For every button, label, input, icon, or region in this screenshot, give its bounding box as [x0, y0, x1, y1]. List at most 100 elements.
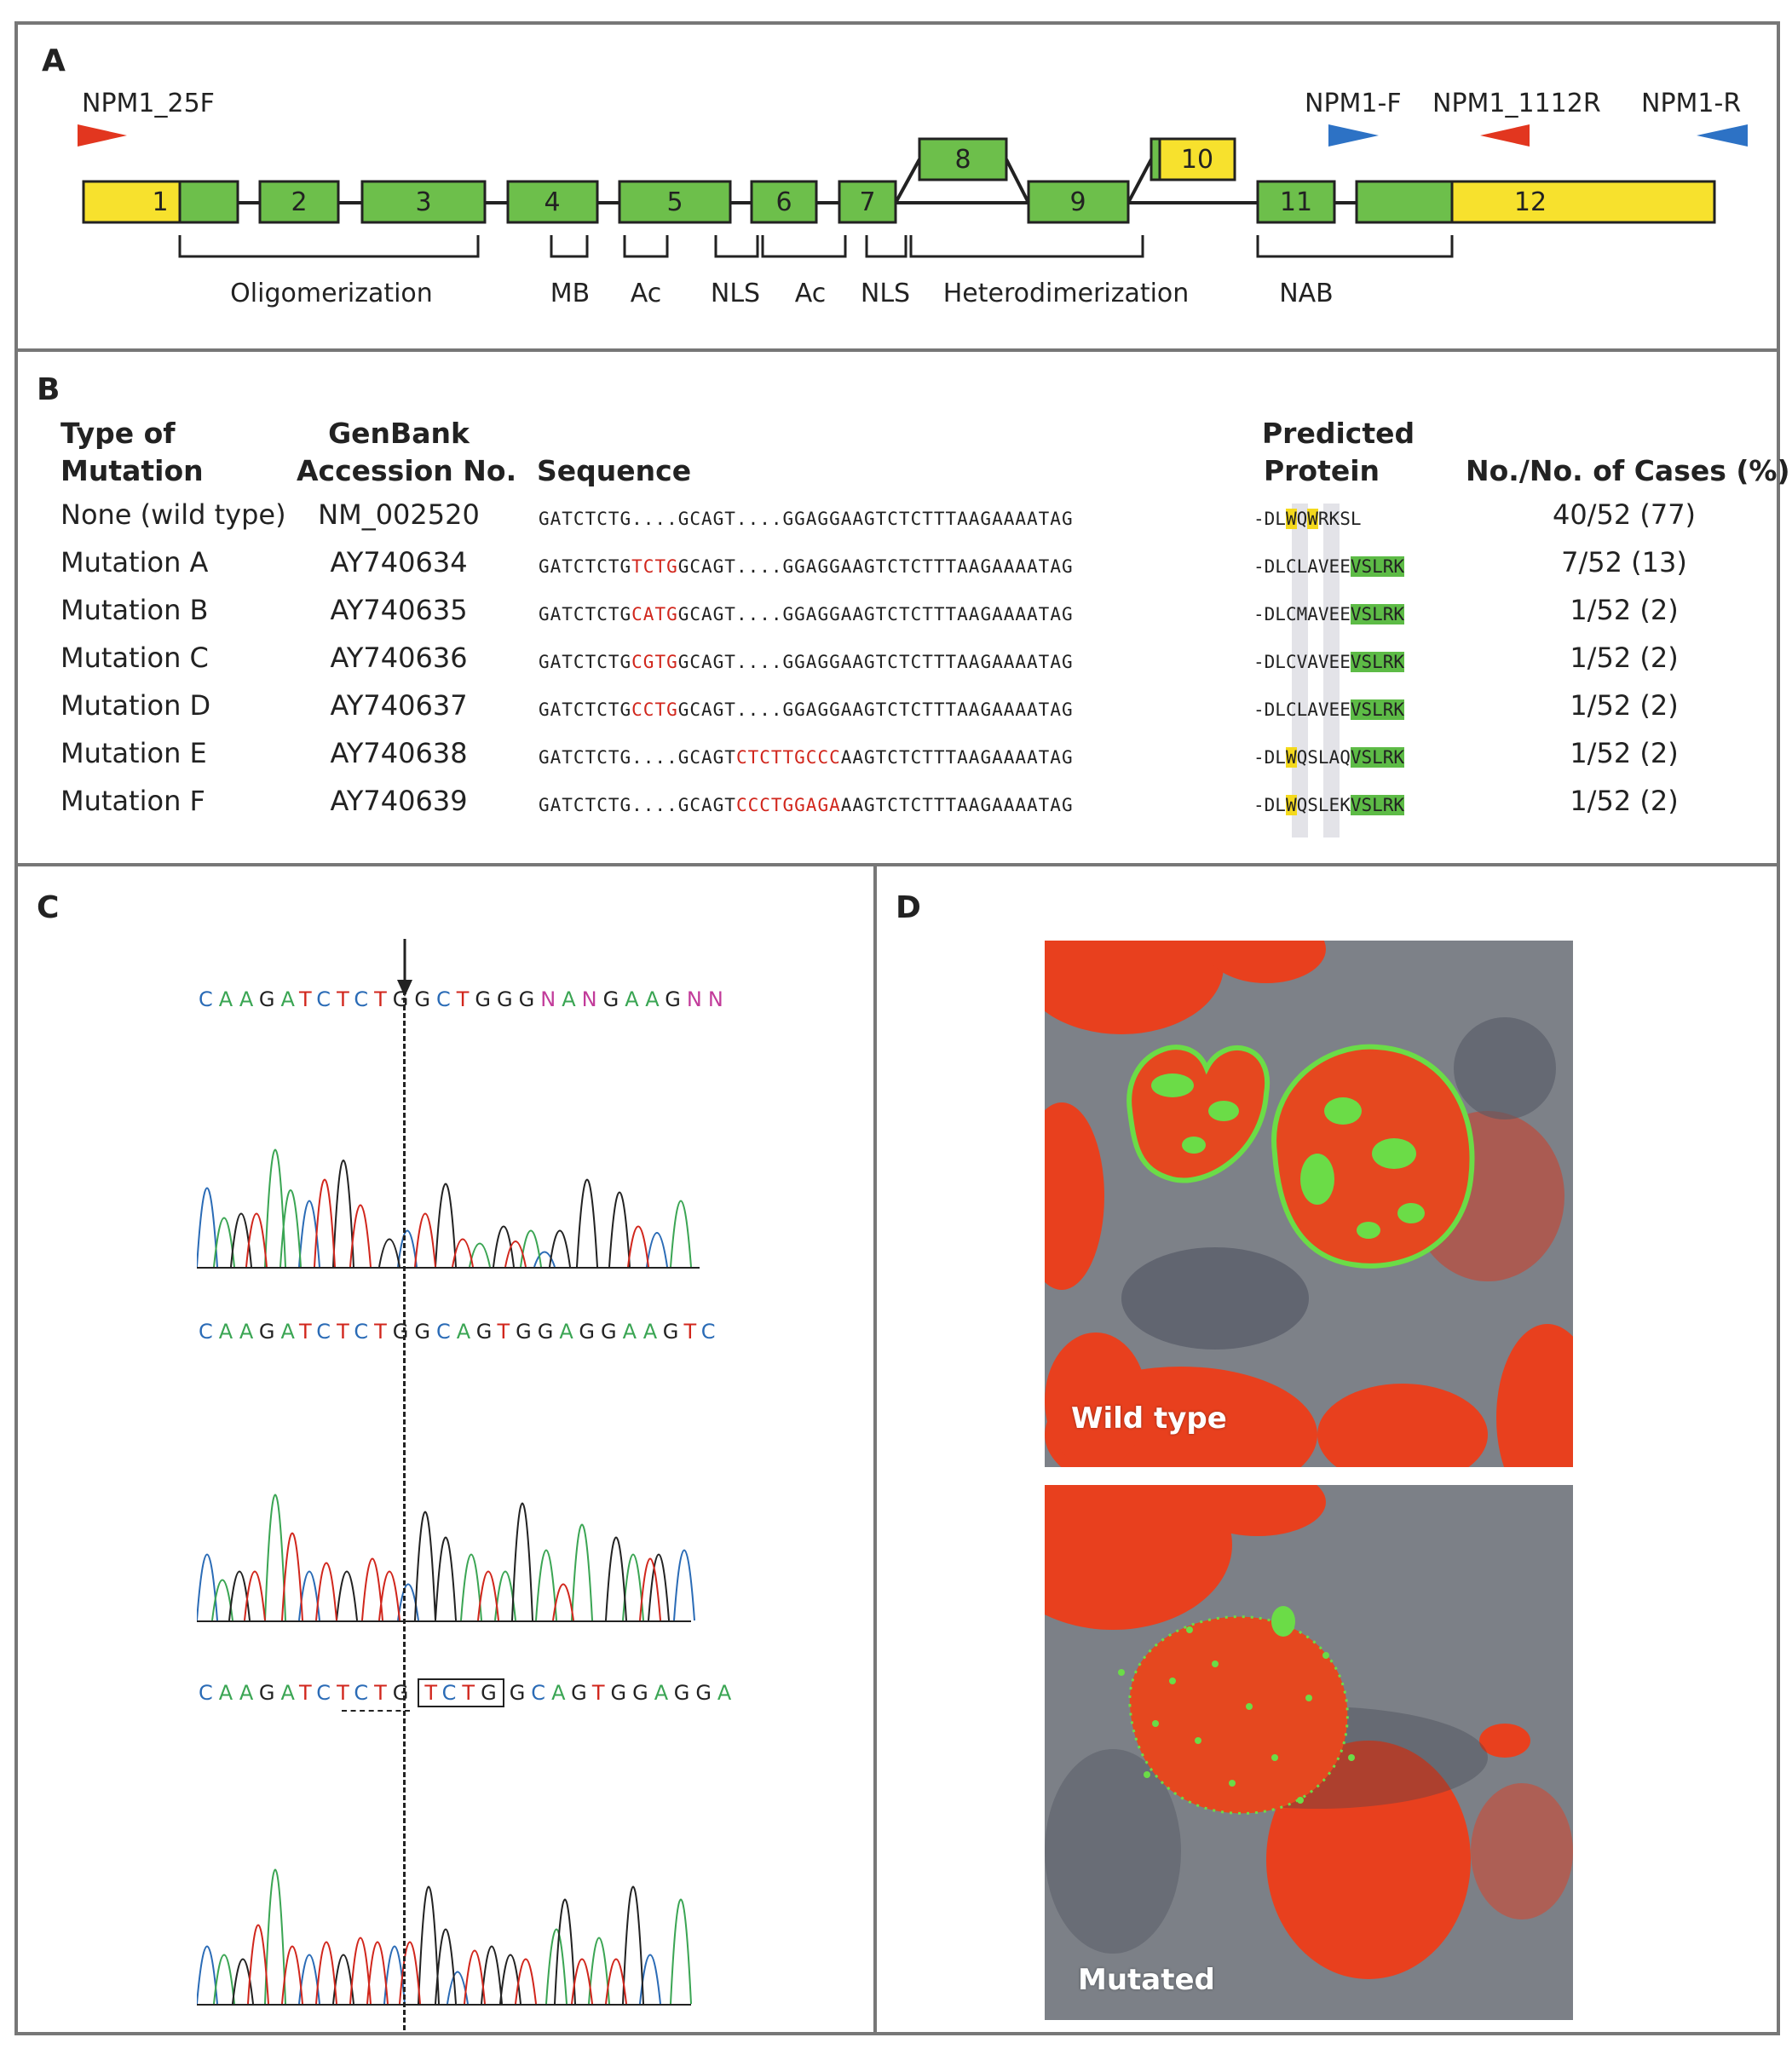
prot-prefix: -DL [1253, 556, 1286, 577]
base-call: G [610, 1681, 633, 1705]
base-call: A [456, 1320, 476, 1344]
domain-label-oligomerization: Oligomerization [230, 279, 433, 308]
header-genbank-line2: Accession No. [297, 454, 517, 487]
sequence: GATCTCTGCATGGCAGT....GGAGGAAGTCTCTTTAAGA… [539, 604, 1074, 624]
predicted-protein: -DLWQWRKSL [1253, 509, 1361, 529]
mutated-cells-illustration [1045, 1485, 1573, 2020]
header-genbank: GenBank Accession No. [297, 415, 517, 490]
base-call: A [239, 987, 259, 1011]
prot-residue: C [1285, 699, 1297, 720]
caption-wild-type: Wild type [1071, 1401, 1227, 1436]
prot-nes-highlight: VSLRK [1350, 652, 1405, 672]
prot-prefix: -DL [1253, 604, 1286, 624]
base-call: A [280, 1681, 300, 1705]
domain-label-ac-1: Ac [631, 279, 662, 308]
base-call: G [258, 1320, 281, 1344]
header-type-line1: Type of [61, 417, 176, 450]
panel-d-label: D [896, 890, 921, 925]
seq-insertion: CCTG [631, 699, 678, 720]
seq-post: GCAGT....GGAGGAAGTCTCTTTAAGAAAATAG [677, 604, 1074, 624]
accession-no: AY740635 [330, 594, 468, 626]
exon-number-6: 6 [775, 187, 792, 217]
table-row: Mutation E AY740638 GATCTCTG....GCAGTCTC… [18, 734, 1777, 776]
base-call: A [642, 1320, 663, 1344]
trace-1-bases: CAAGATCTCTGGCTGGGNANGAAGNN [199, 987, 729, 1011]
prot-tail: EE [1328, 652, 1351, 672]
prot-residue: L [1317, 747, 1329, 768]
base-call: A [562, 987, 582, 1011]
base-call: G [601, 1320, 623, 1344]
base-call: G [673, 1681, 696, 1705]
mutation-type: Mutation D [61, 689, 211, 722]
exon-number-1: 1 [152, 187, 168, 217]
prot-residue: V [1317, 699, 1329, 720]
sequence: GATCTCTGCGTGGCAGT....GGAGGAAGTCTCTTTAAGA… [539, 652, 1074, 672]
prot-residue-highlight: W [1285, 747, 1297, 768]
mutation-site-dashed-line [403, 982, 406, 2030]
base-call: T [591, 1681, 611, 1705]
base-call: C [316, 987, 337, 1011]
table-row: Mutation A AY740634 GATCTCTGTCTGGCAGT...… [18, 543, 1777, 585]
base-call: C [316, 1681, 337, 1705]
base-call: G [662, 1320, 684, 1344]
exon-number-2: 2 [291, 187, 307, 217]
base-call: A [280, 987, 300, 1011]
exon-5 [618, 180, 732, 224]
base-call: A [239, 1681, 259, 1705]
base-call: G [537, 1320, 560, 1344]
prot-tail: EE [1328, 604, 1351, 624]
accession-no: AY740637 [330, 689, 468, 722]
exon-12-coding [1355, 180, 1454, 224]
exon-2 [258, 180, 340, 224]
prot-tail: RKSL [1317, 509, 1362, 529]
accession-no: AY740634 [330, 546, 468, 578]
primer-arrow-npm1-r [1697, 124, 1748, 147]
prot-prefix: -DL [1253, 509, 1286, 529]
exon-number-11: 11 [1280, 187, 1312, 217]
micrograph-mutated [1045, 1485, 1573, 2020]
seq-insertion: CCCTGGAGA [735, 795, 841, 815]
trace-3-bases-box: TCTG [424, 1681, 502, 1705]
header-sequence: Sequence [537, 454, 692, 487]
base-call: C [199, 987, 219, 1011]
base-call: G [602, 987, 625, 1011]
panel-b: B Type of Mutation GenBank Accession No.… [14, 348, 1790, 866]
panel-c: C CAAGATCTCTGGCTGGGNANGAAGNN CAAGATCTCTG… [14, 863, 877, 2035]
base-call: C [435, 1320, 457, 1344]
base-call: G [509, 1681, 532, 1705]
base-call: A [654, 1681, 674, 1705]
primer-label-npm1-f: NPM1-F [1305, 89, 1402, 118]
primer-label-npm1-25f: NPM1_25F [82, 89, 215, 118]
exon-number-4: 4 [544, 187, 560, 217]
base-call: C [199, 1681, 219, 1705]
base-call: C [531, 1681, 552, 1705]
header-genbank-line1: GenBank [328, 417, 470, 450]
base-call: C [354, 987, 375, 1011]
base-call: T [374, 987, 393, 1011]
domain-label-heterodimerization: Heterodimerization [943, 279, 1190, 308]
exon-1-utr [82, 180, 182, 224]
insertion-box: TCTG [418, 1678, 504, 1707]
case-count: 40/52 (77) [1552, 498, 1697, 531]
prot-nes-highlight: VSLRK [1350, 556, 1405, 577]
domain-label-ac-2: Ac [795, 279, 827, 308]
mutation-type: Mutation B [61, 594, 209, 626]
case-count: 1/52 (2) [1570, 594, 1679, 626]
table-row: Mutation D AY740637 GATCTCTGCCTGGCAGT...… [18, 686, 1777, 728]
base-call: T [337, 987, 354, 1011]
predicted-protein: -DLCMAVEEVSLRK [1253, 604, 1405, 624]
seq-post: GCAGT....GGAGGAAGTCTCTTTAAGAAAATAG [677, 556, 1074, 577]
base-call: G [665, 987, 687, 1011]
seq-pre: GATCTCTG....GCAGT [539, 747, 736, 768]
trace-3-underlines [342, 1710, 410, 1712]
base-call: A [622, 1320, 643, 1344]
base-call: A [218, 1681, 239, 1705]
base-call: A [551, 1681, 572, 1705]
accession-no: AY740639 [330, 785, 468, 817]
trace-3-bases-post: GCAGTGGAGGA [510, 1681, 738, 1705]
base-call: A [625, 987, 646, 1011]
prot-mid: QS [1296, 795, 1318, 815]
base-call: T [456, 987, 475, 1011]
prot-nes-highlight: VSLRK [1350, 747, 1405, 768]
sequence: GATCTCTG....GCAGTCCCTGGAGAAAGTCTCTTTAAGA… [539, 795, 1074, 815]
